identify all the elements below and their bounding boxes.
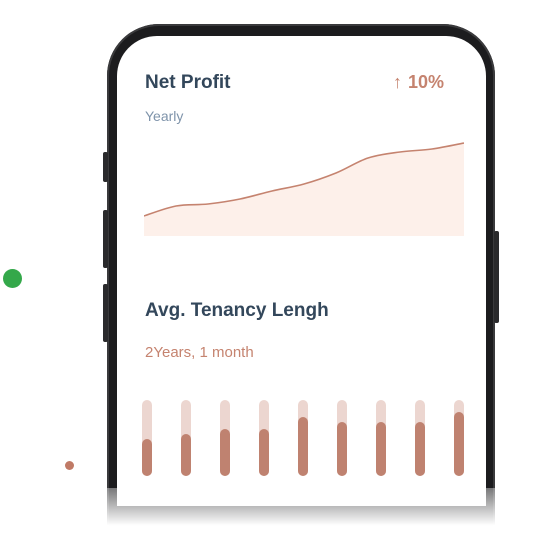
- phone-power-button: [494, 231, 499, 323]
- tenancy-bar: [454, 400, 464, 476]
- tenancy-bar: [298, 400, 308, 476]
- tenancy-bar-fill: [259, 429, 269, 476]
- tenancy-bar: [142, 400, 152, 476]
- tenancy-bar: [415, 400, 425, 476]
- tenancy-bar: [376, 400, 386, 476]
- tenancy-bar-fill: [181, 434, 191, 476]
- tenancy-title: Avg. Tenancy Lengh: [145, 300, 329, 321]
- tenancy-bar: [259, 400, 269, 476]
- phone-volume-up-button: [103, 210, 108, 268]
- tenancy-bar-fill: [376, 422, 386, 476]
- tenancy-value: 2Years, 1 month: [145, 344, 254, 361]
- net-profit-change-value: 10%: [407, 72, 444, 92]
- arrow-up-icon: ↑: [392, 72, 402, 92]
- net-profit-area-fill: [144, 143, 464, 236]
- net-profit-period: Yearly: [145, 108, 184, 124]
- tenancy-bar: [220, 400, 230, 476]
- phone-screen: Net Profit ↑ 10% Yearly Avg. Tenancy Leng…: [117, 36, 486, 506]
- phone-mute-switch: [103, 152, 108, 182]
- tenancy-bar-fill: [454, 412, 464, 476]
- decorative-brown-dot: [65, 461, 74, 470]
- net-profit-change: ↑ 10%: [393, 72, 444, 93]
- bottom-fade-overlay: [95, 488, 515, 556]
- net-profit-title: Net Profit: [145, 72, 231, 93]
- tenancy-bar: [181, 400, 191, 476]
- net-profit-area-line: [144, 142, 464, 217]
- tenancy-bar-chart: [138, 400, 468, 476]
- phone-volume-down-button: [103, 284, 108, 342]
- tenancy-bar-fill: [337, 422, 347, 476]
- tenancy-bar-fill: [142, 439, 152, 476]
- tenancy-bar-fill: [415, 422, 425, 476]
- decorative-green-dot: [3, 269, 22, 288]
- tenancy-bar-fill: [298, 417, 308, 476]
- tenancy-bar-fill: [220, 429, 230, 476]
- net-profit-area-chart: [144, 142, 464, 236]
- tenancy-bar: [337, 400, 347, 476]
